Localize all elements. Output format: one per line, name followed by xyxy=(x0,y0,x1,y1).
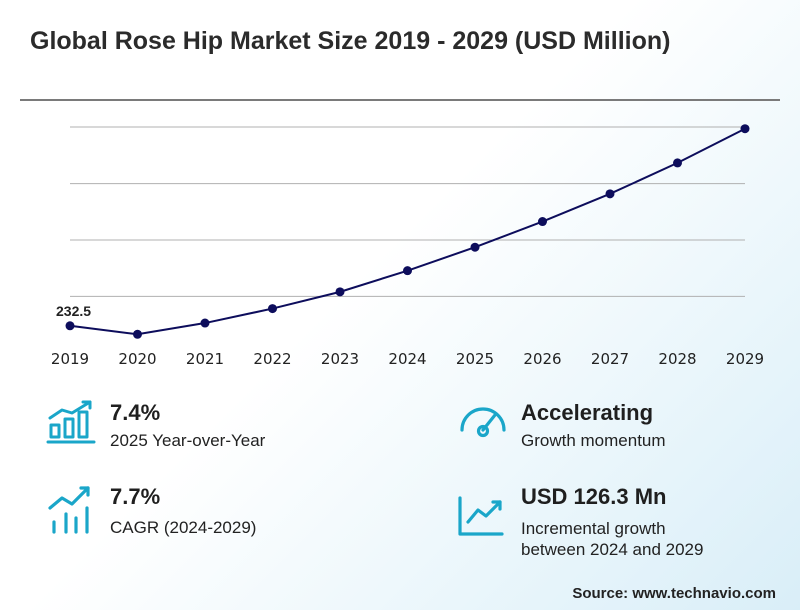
title-divider xyxy=(20,99,780,101)
speedometer-icon xyxy=(460,407,506,438)
x-tick-label: 2025 xyxy=(456,350,494,368)
stat-incremental: USD 126.3 Mn Incremental growth between … xyxy=(456,482,786,562)
x-tick-label: 2027 xyxy=(591,350,629,368)
line-chart: 232.5 2019 2020 2021 2022 2023 2024 2025 2026 20… xyxy=(51,124,764,368)
stat-label-line2: between 2024 and 2029 xyxy=(521,540,704,559)
stat-yoy: 7.4% 2025 Year-over-Year xyxy=(46,398,366,458)
x-tick-label: 2021 xyxy=(186,350,224,368)
stat-value: Accelerating xyxy=(521,400,654,425)
data-point xyxy=(673,158,682,168)
x-tick-label: 2022 xyxy=(253,350,291,368)
data-point xyxy=(538,217,547,227)
series-polyline xyxy=(69,127,746,336)
data-point xyxy=(740,124,750,134)
gridlines xyxy=(70,126,745,297)
stat-cagr: 7.7% CAGR (2024-2029) xyxy=(46,482,366,542)
x-tick-label: 2026 xyxy=(523,350,561,368)
stat-label-line1: Incremental growth xyxy=(521,519,666,538)
data-points xyxy=(65,124,750,339)
x-tick-label: 2028 xyxy=(658,350,696,368)
data-point xyxy=(605,189,615,199)
stat-value: 7.7% xyxy=(110,484,161,509)
data-point xyxy=(335,287,345,297)
source-credit: Source: www.technavio.com xyxy=(572,585,776,602)
stat-label: Growth momentum xyxy=(521,431,666,450)
line-chart-icon xyxy=(458,496,504,536)
x-tick-label: 2019 xyxy=(51,350,89,368)
stat-value: USD 126.3 Mn xyxy=(521,484,667,509)
stat-value: 7.4% xyxy=(110,400,161,425)
data-point xyxy=(268,304,277,314)
data-label: 232.5 xyxy=(56,303,91,319)
bar-growth-icon xyxy=(46,400,96,444)
data-point xyxy=(133,329,142,339)
data-point xyxy=(200,318,210,328)
chart-title: Global Rose Hip Market Size 2019 - 2029 … xyxy=(30,27,671,55)
series-line xyxy=(69,127,746,336)
x-axis-ticks: 2019 2020 2021 2022 2023 2024 2025 2026 2027 2028… xyxy=(51,350,764,368)
data-labels: 232.5 xyxy=(56,303,91,319)
data-point xyxy=(403,266,412,276)
x-tick-label: 2023 xyxy=(321,350,359,368)
stat-momentum: Accelerating Growth momentum xyxy=(456,398,776,458)
stat-label: 2025 Year-over-Year xyxy=(110,431,266,450)
stat-label: CAGR (2024-2029) xyxy=(110,518,257,537)
data-point xyxy=(65,321,75,331)
data-point xyxy=(470,242,480,252)
x-tick-label: 2024 xyxy=(388,350,426,368)
x-tick-label: 2020 xyxy=(118,350,156,368)
trend-bars-icon xyxy=(48,486,90,534)
x-tick-label: 2029 xyxy=(726,350,764,368)
